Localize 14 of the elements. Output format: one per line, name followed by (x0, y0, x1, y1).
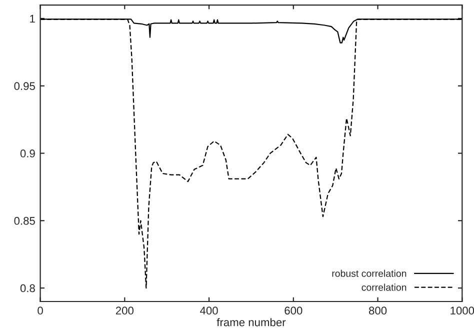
x-tick-label: 1000 (450, 306, 474, 315)
y-tick-label: 0.95 (14, 82, 35, 90)
y-tick-label: 1 (30, 14, 35, 23)
x-tick-label: 400 (200, 306, 218, 315)
y-tick-label: 0.9 (20, 150, 35, 158)
x-tick-label: 0 (38, 306, 43, 315)
x-tick-label: 200 (116, 306, 134, 315)
legend-label: robust correlation (332, 270, 406, 277)
x-axis-title: frame number (216, 318, 286, 326)
legend-label: correlation (362, 284, 406, 291)
x-tick-label: 800 (368, 306, 387, 315)
x-tick-label: 600 (284, 306, 302, 315)
y-tick-label: 0.85 (14, 216, 35, 225)
y-tick-label: 0.8 (20, 284, 35, 292)
